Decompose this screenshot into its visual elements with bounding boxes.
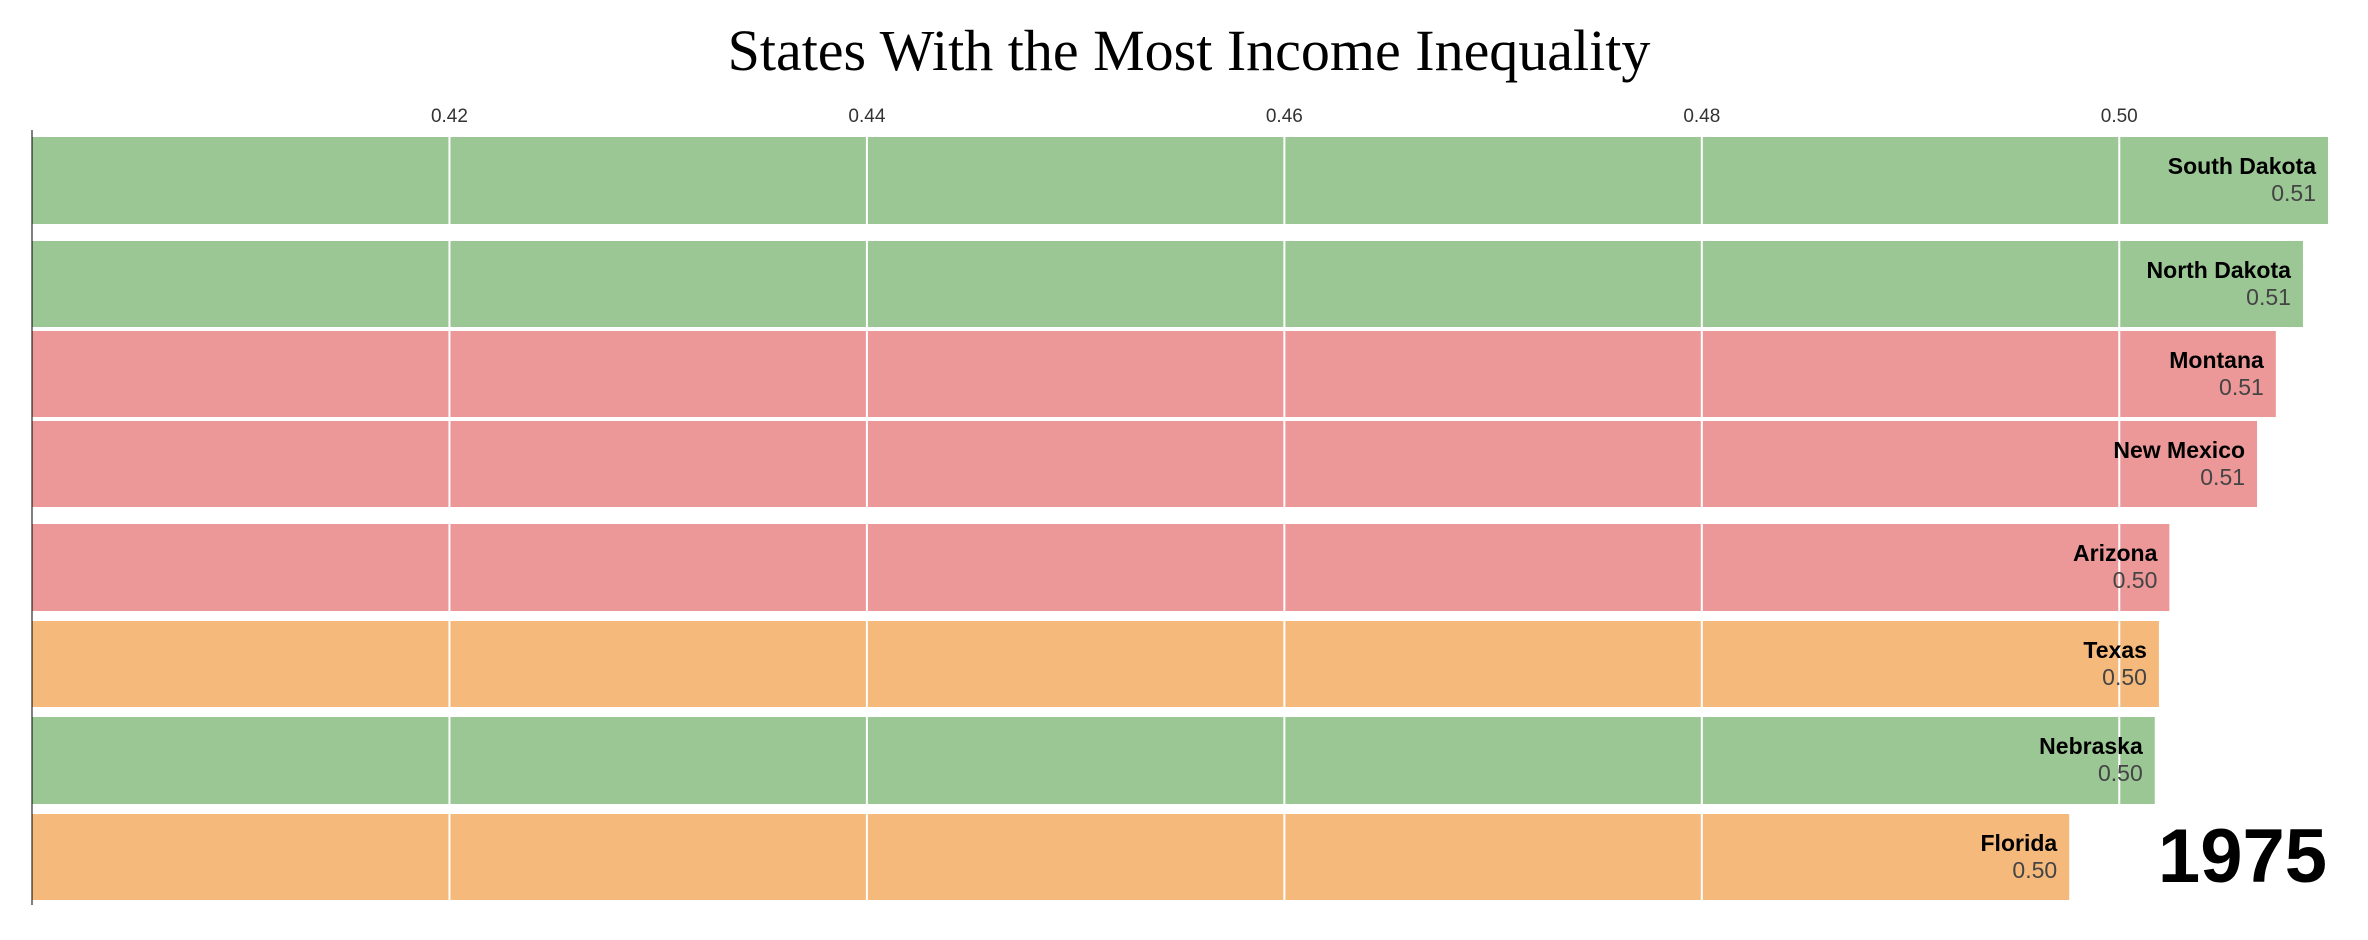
bar-value-label: 0.50 [2102,664,2147,690]
bars-layer [32,137,2328,900]
bar-name-label: Texas [2083,637,2147,663]
bar-name-label: Florida [1981,830,2058,856]
bar-value-label: 0.50 [2012,857,2057,883]
bar-new-mexico [32,421,2258,507]
bar-value-label: 0.50 [2113,567,2158,593]
bar-montana [32,331,2276,417]
bar-value-label: 0.51 [2219,374,2264,400]
grid-layer: 0.42 0.44 0.46 0.48 0.50 [431,106,2138,905]
bar-north-dakota [32,241,2303,327]
bar-name-label: Arizona [2073,540,2158,566]
bar-nebraska [32,717,2155,804]
x-tick-label: 0.44 [848,106,885,127]
bar-name-label: South Dakota [2168,153,2316,179]
bar-name-label: Montana [2169,347,2264,373]
bar-texas [32,621,2159,707]
bar-value-label: 0.51 [2246,284,2291,310]
bar-name-label: Nebraska [2039,733,2143,759]
x-tick-label: 0.46 [1266,106,1303,127]
bar-value-label: 0.51 [2200,464,2245,490]
x-tick-label: 0.48 [1683,106,1720,127]
bar-south-dakota [32,137,2328,224]
bar-name-label: New Mexico [2113,437,2245,463]
bar-name-label: North Dakota [2147,257,2292,283]
x-tick-label: 0.50 [2101,106,2138,127]
bar-arizona [32,524,2170,611]
year-label: 1975 [2158,814,2327,899]
bar-value-label: 0.50 [2098,760,2143,786]
bar-value-label: 0.51 [2271,180,2316,206]
x-tick-label: 0.42 [431,106,468,127]
chart-title: States With the Most Income Inequality [728,18,1651,83]
bar-florida [32,814,2070,900]
